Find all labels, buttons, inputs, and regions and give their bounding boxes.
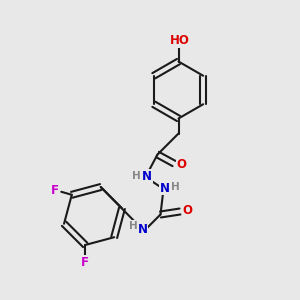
Text: N: N [137,223,148,236]
Text: F: F [51,184,59,197]
Text: N: N [142,170,152,183]
Text: O: O [182,204,193,217]
Text: O: O [176,158,187,172]
Text: H: H [170,182,179,193]
Text: HO: HO [170,34,190,47]
Text: F: F [81,256,89,268]
Text: H: H [129,220,138,231]
Text: H: H [131,170,140,181]
Text: N: N [160,182,170,195]
